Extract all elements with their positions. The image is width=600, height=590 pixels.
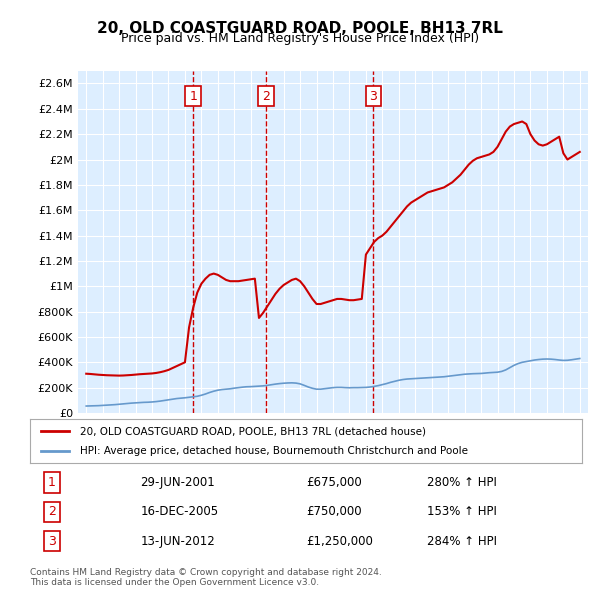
Text: 16-DEC-2005: 16-DEC-2005 (140, 505, 218, 519)
Text: 20, OLD COASTGUARD ROAD, POOLE, BH13 7RL (detached house): 20, OLD COASTGUARD ROAD, POOLE, BH13 7RL… (80, 427, 425, 436)
Text: £675,000: £675,000 (306, 476, 362, 489)
Text: 280% ↑ HPI: 280% ↑ HPI (427, 476, 497, 489)
Text: 20, OLD COASTGUARD ROAD, POOLE, BH13 7RL: 20, OLD COASTGUARD ROAD, POOLE, BH13 7RL (97, 21, 503, 35)
Text: 284% ↑ HPI: 284% ↑ HPI (427, 535, 497, 548)
Text: Contains HM Land Registry data © Crown copyright and database right 2024.
This d: Contains HM Land Registry data © Crown c… (30, 568, 382, 587)
Text: 1: 1 (189, 90, 197, 103)
Text: 1: 1 (48, 476, 56, 489)
Text: Price paid vs. HM Land Registry's House Price Index (HPI): Price paid vs. HM Land Registry's House … (121, 32, 479, 45)
Text: 3: 3 (48, 535, 56, 548)
Text: £1,250,000: £1,250,000 (306, 535, 373, 548)
Text: 3: 3 (370, 90, 377, 103)
Text: HPI: Average price, detached house, Bournemouth Christchurch and Poole: HPI: Average price, detached house, Bour… (80, 446, 467, 455)
Text: 2: 2 (262, 90, 270, 103)
Text: 13-JUN-2012: 13-JUN-2012 (140, 535, 215, 548)
Text: 2: 2 (48, 505, 56, 519)
Text: 153% ↑ HPI: 153% ↑ HPI (427, 505, 497, 519)
Text: 29-JUN-2001: 29-JUN-2001 (140, 476, 215, 489)
Text: £750,000: £750,000 (306, 505, 362, 519)
